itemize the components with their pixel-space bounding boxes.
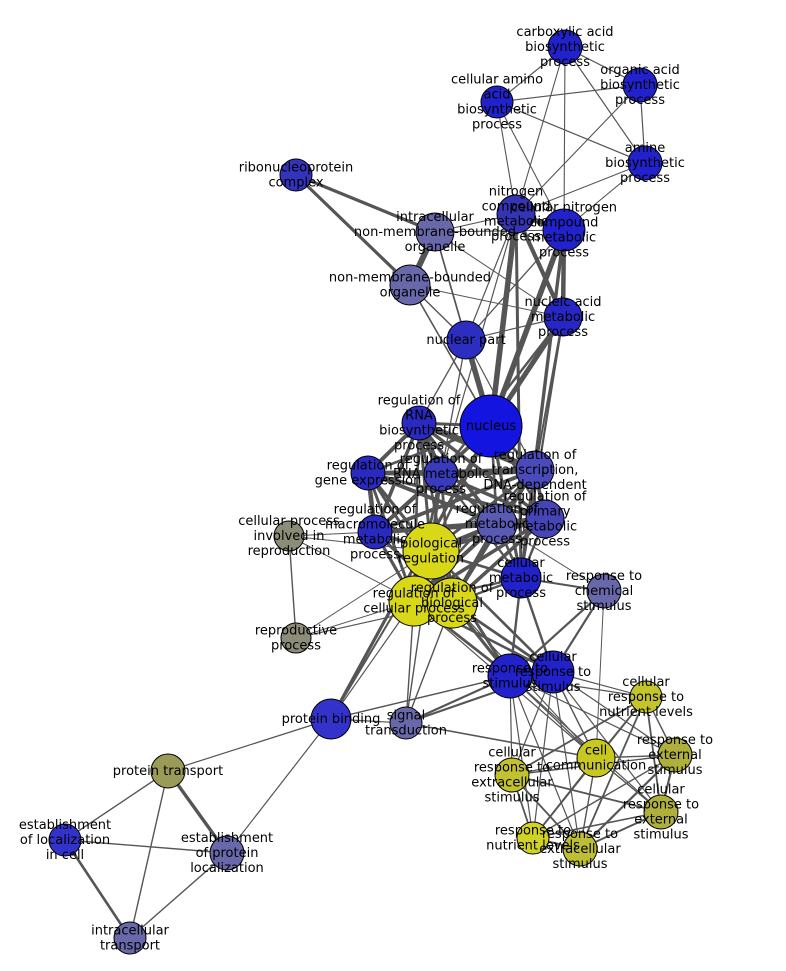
graph-node-response-to-chemical-stimulus[interactable] [586,573,622,609]
graph-edge [552,671,581,850]
graph-node-signal-transduction[interactable] [389,706,423,740]
graph-node-regulation-of-gene-expression[interactable] [350,455,386,491]
graph-edge [366,471,499,526]
graph-edge [515,162,646,215]
graph-node-non-membrane-bounded-organelle[interactable] [389,264,431,306]
graph-node-regulation-of-metabolic-process[interactable] [476,503,518,545]
graph-edge [511,696,647,776]
graph-edge [167,718,332,772]
graph-node-cellular-response-to-extracellular-stimulus[interactable] [494,757,530,793]
graph-edge [434,229,565,233]
graph-edge [515,84,641,215]
graph-edge [496,101,565,231]
graph-edge [366,471,547,521]
graph-edge [294,173,437,234]
graph-edge [440,339,467,475]
edge-layer [63,46,677,940]
graph-edge [514,212,523,580]
graph-node-response-to-nutrient-levels[interactable] [516,821,550,855]
graph-edge [129,770,169,939]
graph-edge [288,535,297,639]
graph-node-nucleus[interactable] [459,394,523,458]
graph-edge [564,46,646,164]
graph-edge [532,671,554,839]
graph-edge [496,523,605,592]
graph-node-cellular-amino-acid-biosynthetic-process[interactable] [480,85,514,119]
graph-edge [429,549,555,674]
graph-edge [434,231,564,318]
graph-node-ribonucleoprotein-complex[interactable] [279,158,313,192]
graph-node-amine-biosynthetic-process[interactable] [627,145,663,181]
graph-node-establishment-of-protein-localization[interactable] [209,835,245,871]
graph-edge [552,671,676,756]
graph-node-cellular-process-involved-in-reproduction[interactable] [273,520,305,552]
graph-node-cellular-response-to-stimulus[interactable] [531,650,575,694]
graph-node-protein-transport[interactable] [150,753,186,789]
graph-edge [519,315,565,580]
graph-node-cell-communication[interactable] [576,738,616,778]
graph-node-response-to-external-stimulus[interactable] [657,737,693,773]
graph-node-intracellular-non-membrane-bounded-organelle[interactable] [415,212,455,252]
graph-edge [496,101,646,164]
graph-node-intracellular-transport[interactable] [113,921,147,955]
graph-node-establishment-of-localization-in-cell[interactable] [48,823,82,857]
graph-edge [465,213,517,341]
graph-node-nucleic-acid-metabolic-process[interactable] [543,297,583,337]
graph-node-cellular-metabolic-process[interactable] [500,557,542,599]
graph-edge [509,675,534,839]
graph-edge [509,675,581,850]
graph-edge [532,811,662,839]
graph-edge [329,424,493,721]
graph-node-regulation-of-rna-metabolic-process[interactable] [423,456,459,492]
graph-edge [129,852,228,939]
graph-node-cellular-response-to-nutrient-levels[interactable] [629,680,663,714]
graph-node-carboxylic-acid-biosynthetic-process[interactable] [547,29,583,65]
graph-edge [439,315,565,476]
graph-edge [515,46,566,215]
graph-edge [294,173,412,287]
graph-edge [563,46,566,231]
graph-node-organic-acid-biosynthetic-process[interactable] [622,67,658,103]
graph-node-regulation-of-macromolecule-metabolic-process[interactable] [357,514,393,550]
graph-edge [409,284,564,318]
graph-edge [496,84,641,103]
graph-edge [64,839,228,854]
graph-node-cellular-response-to-external-stimulus[interactable] [643,794,679,830]
graph-edge [405,722,597,759]
graph-node-regulation-of-primary-metabolic-process[interactable] [525,499,565,539]
graph-edge [578,753,677,851]
graph-edge [63,838,132,940]
graph-edge [509,675,676,756]
graph-node-regulation-of-biological-process[interactable] [426,577,478,629]
graph-node-response-to-stimulus[interactable] [487,653,533,699]
graph-node-regulation-of-transcription-dna-dependent[interactable] [515,450,555,490]
graph-node-reproductive-process[interactable] [280,622,312,654]
graph-node-regulation-of-rna-biosynthetic-process[interactable] [401,405,437,441]
graph-edge [373,468,537,534]
graph-node-nuclear-part[interactable] [446,320,486,360]
graph-edge [226,718,332,854]
node-layer [48,29,693,955]
graph-node-nitrogen-compound-metabolic-process[interactable] [496,194,536,234]
graph-node-cellular-nitrogen-compound-metabolic-process[interactable] [542,208,586,252]
graph-edge [511,774,662,813]
graph-edge [645,696,662,813]
graph-node-biological-regulation[interactable] [402,522,460,580]
graph-edge [64,770,169,841]
graph-edge [330,675,511,720]
graph-node-response-to-extracellular-stimulus[interactable] [562,831,598,867]
graph-node-protein-binding[interactable] [310,698,352,740]
graph-edge [488,211,519,429]
